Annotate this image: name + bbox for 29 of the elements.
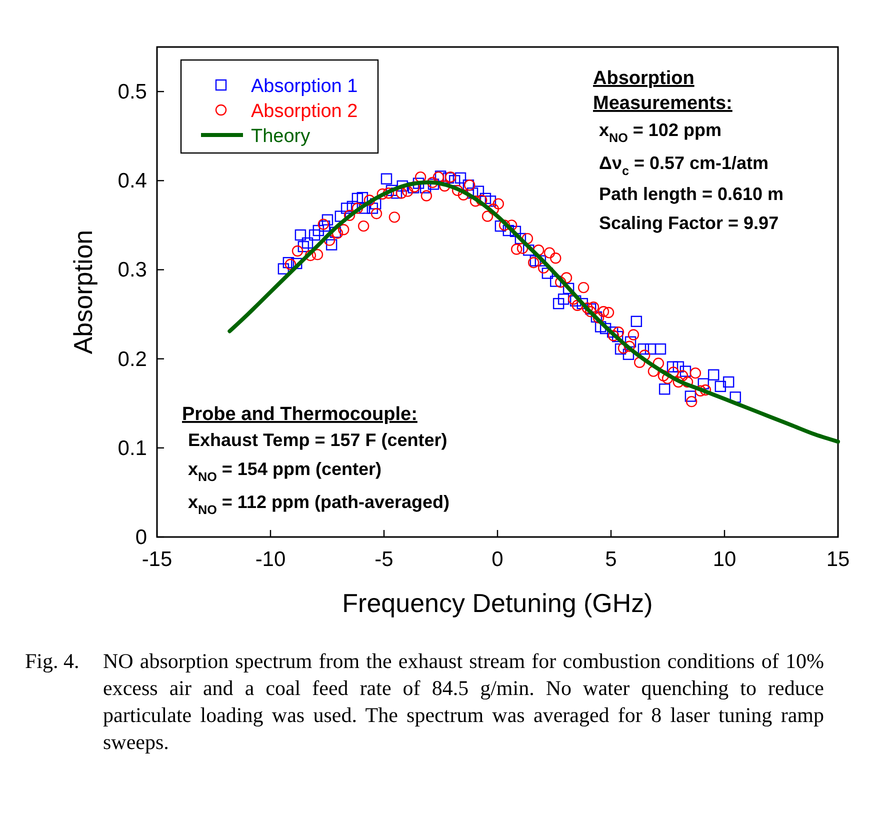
annotation: x$_{NO}$ = 154 ppm (center) bbox=[188, 459, 382, 484]
x-tick-label: 10 bbox=[712, 548, 736, 571]
y-tick-label: 0.2 bbox=[118, 348, 147, 371]
legend-label: Theory bbox=[251, 126, 311, 147]
x-tick-label: -10 bbox=[255, 548, 286, 571]
y-tick-label: 0 bbox=[135, 526, 147, 549]
x-tick-label: 5 bbox=[605, 548, 617, 571]
x-tick-label: 0 bbox=[492, 548, 504, 571]
caption: Fig. 4. bbox=[25, 648, 80, 675]
y-tick-label: 0.1 bbox=[118, 436, 147, 460]
y-tick-label: 0.3 bbox=[118, 258, 147, 282]
annotation: Scaling Factor = 9.97 bbox=[599, 213, 779, 233]
y-tick-label: 0.4 bbox=[118, 170, 148, 193]
y-axis-title: Absorption bbox=[68, 230, 98, 354]
x-axis-title: Frequency Detuning (GHz) bbox=[342, 588, 653, 618]
legend-label: Absorption 1 bbox=[251, 76, 358, 97]
annotation: Exhaust Temp = 157 F (center) bbox=[188, 430, 448, 450]
annotation: x$_{NO}$ = 112 ppm (path-averaged) bbox=[188, 492, 450, 517]
text: NO absorption spectrum from the exhaust stream for combustion conditions of 10% excess air and a coal feed rate of 84.5 g/min. No water quenching to reduce particulate loading was used. The spectrum was averaged for 8 laser tuning ramp sweeps. bbox=[103, 648, 824, 756]
x-tick-label: -5 bbox=[374, 548, 394, 571]
annotation: x$_{NO}$ = 102 ppm bbox=[599, 120, 722, 145]
annotation: Δν$_{c}$ = 0.57 cm-1/atm bbox=[599, 153, 769, 178]
x-tick-label: 15 bbox=[826, 548, 850, 571]
annotation: Probe and Thermocouple: bbox=[182, 404, 418, 425]
annotation: Path length = 0.610 m bbox=[599, 184, 784, 204]
annotation: Absorption Measurements: bbox=[593, 68, 732, 114]
x-tick-label: -15 bbox=[142, 548, 172, 571]
y-tick-label: 0.5 bbox=[118, 80, 147, 104]
legend-label: Absorption 2 bbox=[251, 101, 358, 122]
